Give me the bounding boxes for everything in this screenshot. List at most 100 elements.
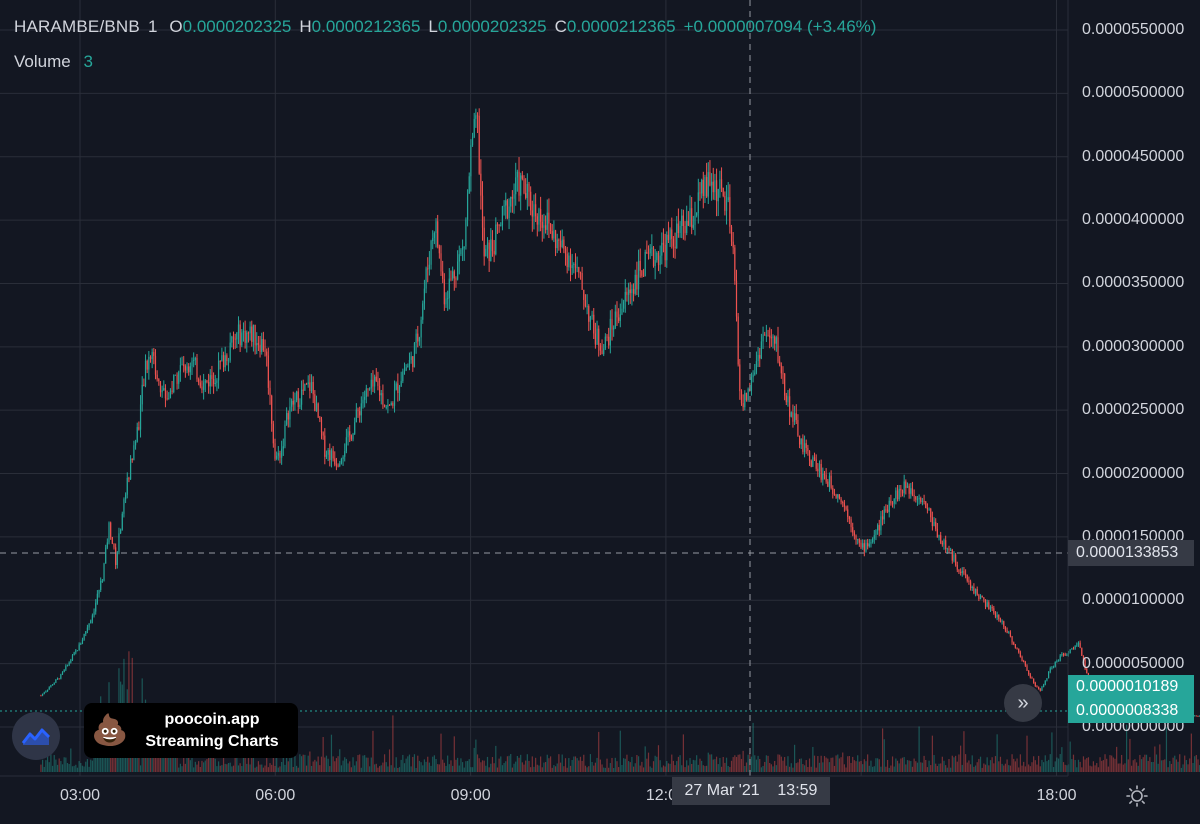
volume-bar (221, 765, 223, 772)
volume-bar (480, 762, 482, 772)
candle-body (784, 373, 786, 396)
candle-body (579, 272, 582, 274)
volume-bar (390, 765, 392, 772)
candle-body (747, 388, 749, 401)
symbol-label[interactable]: HARAMBE/BNB (14, 17, 140, 36)
candle-body (1038, 686, 1040, 689)
volume-bar (48, 762, 50, 772)
volume-bar (66, 762, 69, 772)
candle-body (191, 360, 193, 367)
volume-bar (262, 767, 264, 772)
candle-body (715, 180, 718, 202)
candle-body (1086, 668, 1088, 674)
volume-bar (1152, 762, 1154, 772)
candle-body (790, 412, 792, 417)
volume-bar (1147, 760, 1149, 772)
volume-bar (976, 762, 978, 772)
high-label: H (299, 17, 312, 36)
candle-body (329, 449, 331, 461)
interval-label[interactable]: 1 (147, 17, 158, 36)
volume-bar (71, 766, 74, 772)
candle-body (292, 400, 294, 405)
candle-body (775, 337, 777, 344)
candle-body (161, 390, 163, 393)
volume-bar (1072, 754, 1075, 772)
volume-bar (540, 756, 542, 772)
volume-bar (720, 766, 723, 772)
candle-body (631, 289, 633, 294)
candle-body (1044, 680, 1046, 685)
volume-bar (1124, 763, 1126, 772)
volume-bar (863, 759, 865, 772)
candle-body (629, 289, 631, 294)
volume-bar (752, 722, 754, 772)
volume-bar (342, 760, 344, 772)
volume-bar (767, 755, 769, 772)
volume-bar (475, 739, 477, 772)
candle-body (237, 324, 240, 334)
volume-label[interactable]: Volume (14, 52, 71, 71)
volume-bar (46, 754, 49, 772)
volume-bar (1031, 762, 1033, 772)
volume-bar (357, 755, 359, 772)
candle-body (242, 330, 245, 333)
candle-body (1054, 661, 1056, 667)
candle-body (697, 192, 699, 213)
volume-bar (875, 758, 877, 772)
candle-body (544, 225, 547, 230)
candle-body (619, 314, 621, 321)
candle-body (702, 179, 704, 197)
tradingview-logo[interactable] (12, 712, 60, 760)
volume-bar (1074, 760, 1076, 772)
candle-body (199, 382, 201, 387)
candle-body (110, 522, 112, 538)
volume-bar (476, 754, 479, 772)
candle-body (541, 221, 543, 228)
candle-body (969, 581, 972, 588)
candle-body (830, 475, 832, 489)
volume-bar (51, 765, 54, 772)
volume-bar (626, 754, 628, 772)
candle-body (452, 271, 454, 279)
candle-body (945, 540, 947, 549)
candle-body (931, 517, 933, 527)
volume-bar (269, 763, 271, 772)
candle-body (873, 535, 875, 539)
candle-body (126, 477, 128, 495)
candle-body (740, 391, 743, 404)
candle-body (574, 263, 577, 268)
candle-body (759, 354, 761, 359)
volume-bar (375, 763, 377, 772)
volume-bar (649, 766, 651, 772)
scroll-to-realtime-button[interactable]: » (1004, 684, 1042, 722)
volume-bar (735, 756, 738, 772)
volume-bar (546, 754, 548, 772)
volume-bar (320, 756, 323, 772)
candle-body (367, 388, 369, 390)
volume-bar (596, 757, 598, 772)
candle-body (564, 248, 567, 254)
volume-bar (573, 756, 575, 772)
volume-bar (656, 756, 658, 772)
volume-bar (774, 760, 776, 772)
volume-bar (1160, 760, 1163, 772)
volume-bar (334, 761, 336, 772)
candle-body (294, 400, 296, 405)
candle-body (1059, 655, 1061, 661)
candle-body (254, 324, 256, 346)
poocoin-badge[interactable]: 💩 poocoin.app Streaming Charts (84, 703, 298, 758)
settings-button[interactable] (1124, 783, 1150, 809)
candle-body (310, 381, 313, 391)
candle-body (676, 223, 678, 249)
volume-bar (676, 761, 678, 772)
candle-body (342, 456, 344, 460)
candle-body (113, 543, 115, 548)
volume-bar (636, 755, 638, 772)
candle-body (334, 458, 336, 465)
volume-bar (440, 733, 442, 772)
candle-body (251, 326, 253, 342)
volume-bar (1130, 765, 1133, 772)
volume-bar (548, 758, 550, 772)
volume-bar (1018, 767, 1020, 772)
volume-bar (365, 757, 367, 772)
